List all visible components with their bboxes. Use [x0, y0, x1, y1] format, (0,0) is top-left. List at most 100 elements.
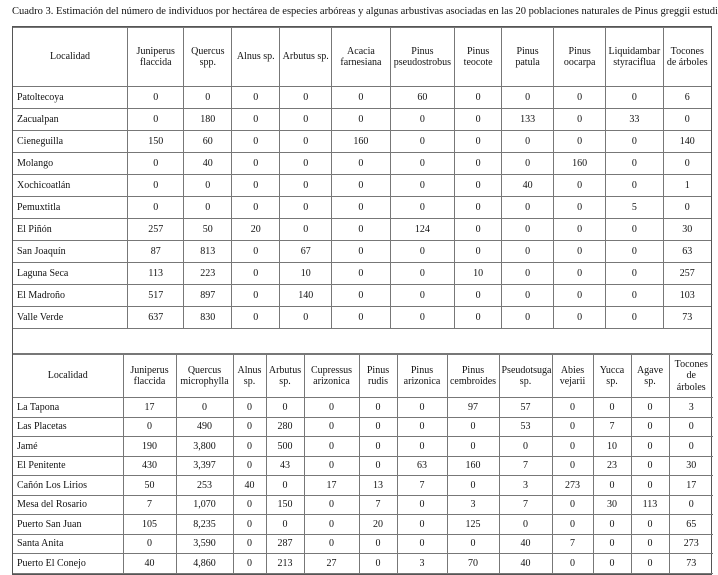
locality-cell: El Penitente	[13, 455, 124, 476]
value-cell: 1,070	[175, 494, 234, 515]
column-header: Juniperus flaccida	[122, 354, 177, 398]
value-cell: 3,590	[175, 533, 234, 554]
value-cell: 0	[630, 455, 670, 476]
table-row: Zacualpan 0 180 0 0 0 0 0 133 0 33 0	[13, 108, 711, 131]
value-cell: 0	[501, 196, 555, 219]
value-cell: 0	[122, 533, 177, 554]
locality-cell: Valle Verde	[13, 306, 129, 329]
value-cell: 0	[498, 436, 553, 457]
value-cell: 23	[592, 455, 632, 476]
table-row: Las Placetas 0 490 0 280 0 0 0 0 53 0 7 0 0	[13, 416, 713, 437]
value-cell: 0	[662, 108, 711, 131]
value-cell: 160	[446, 455, 500, 476]
table-row: Molango 0 40 0 0 0 0 0 0 160 0 0	[13, 152, 711, 175]
locality-cell: Puerto El Conejo	[13, 553, 124, 574]
value-cell: 7	[396, 475, 448, 496]
value-cell: 17	[122, 397, 177, 418]
value-cell: 0	[389, 108, 456, 131]
value-cell: 63	[396, 455, 448, 476]
value-cell: 0	[183, 86, 233, 109]
value-cell: 87	[127, 240, 185, 263]
value-cell: 40	[498, 533, 553, 554]
value-cell: 105	[122, 514, 177, 535]
value-cell: 6	[662, 86, 711, 109]
value-cell: 3,397	[175, 455, 234, 476]
value-cell: 17	[668, 475, 713, 496]
value-cell: 43	[265, 455, 305, 476]
value-cell: 113	[127, 262, 185, 285]
value-cell: 0	[605, 284, 664, 307]
table-row: Santa Anita 0 3,590 0 287 0 0 0 0 40 7 0 0 273	[13, 533, 713, 554]
value-cell: 0	[279, 306, 333, 329]
value-cell: 257	[662, 262, 711, 285]
value-cell: 0	[454, 284, 503, 307]
value-cell: 7	[592, 416, 632, 437]
table-row: El Penitente 430 3,397 0 43 0 0 63 160 7 0 23 0 30	[13, 455, 713, 476]
value-cell: 0	[127, 152, 185, 175]
value-cell: 5	[605, 196, 664, 219]
value-cell: 0	[265, 475, 305, 496]
table-row: Cieneguilla 150 60 0 0 160 0 0 0 0 0 140	[13, 130, 711, 153]
value-cell: 0	[446, 436, 500, 457]
value-cell: 0	[662, 152, 711, 175]
value-cell: 0	[232, 455, 267, 476]
column-header: Localidad	[13, 27, 129, 87]
table-caption: Cuadro 3. Estimación del número de indiv…	[12, 6, 718, 17]
column-header: Arbutus sp.	[265, 354, 305, 398]
value-cell: 190	[122, 436, 177, 457]
value-cell: 0	[553, 86, 607, 109]
value-cell: 490	[175, 416, 234, 437]
value-cell: 0	[232, 533, 267, 554]
value-cell: 0	[605, 130, 664, 153]
value-cell: 0	[553, 240, 607, 263]
value-cell: 0	[279, 152, 333, 175]
value-cell: 7	[498, 455, 553, 476]
table-row: Mesa del Rosario 7 1,070 0 150 0 7 0 3 7 0 30 113 0	[13, 494, 713, 515]
locality-cell: San Joaquín	[13, 240, 129, 263]
value-cell: 0	[501, 262, 555, 285]
value-cell: 53	[498, 416, 553, 437]
locality-cell: Patoltecoya	[13, 86, 129, 109]
value-cell: 0	[231, 284, 281, 307]
value-cell: 57	[498, 397, 553, 418]
value-cell: 140	[279, 284, 333, 307]
locality-cell: Xochicoatlán	[13, 174, 129, 197]
column-header: Pinus oocarpa	[553, 27, 607, 87]
value-cell: 0	[630, 553, 670, 574]
value-cell: 73	[662, 306, 711, 329]
value-cell: 0	[605, 218, 664, 241]
value-cell: 0	[501, 284, 555, 307]
column-header: Pinus patula	[501, 27, 555, 87]
locality-cell: Molango	[13, 152, 129, 175]
value-cell: 0	[553, 262, 607, 285]
value-cell: 40	[122, 553, 177, 574]
value-cell: 50	[122, 475, 177, 496]
value-cell: 40	[501, 174, 555, 197]
value-cell: 0	[389, 262, 456, 285]
value-cell: 0	[279, 130, 333, 153]
value-cell: 0	[630, 397, 670, 418]
column-header: Localidad	[13, 354, 124, 398]
value-cell: 4,860	[175, 553, 234, 574]
column-header: Pinus cembroides	[446, 354, 500, 398]
value-cell: 0	[454, 196, 503, 219]
value-cell: 0	[553, 130, 607, 153]
value-cell: 0	[231, 108, 281, 131]
value-cell: 0	[501, 240, 555, 263]
table-row: El Piñón 257 50 20 0 0 124 0 0 0 0 30	[13, 218, 711, 241]
column-header: Liquidambar styraciflua	[605, 27, 664, 87]
value-cell: 0	[389, 240, 456, 263]
value-cell: 0	[553, 306, 607, 329]
value-cell: 0	[551, 553, 594, 574]
value-cell: 897	[183, 284, 233, 307]
value-cell: 60	[183, 130, 233, 153]
value-cell: 3	[396, 553, 448, 574]
value-cell: 0	[501, 152, 555, 175]
column-header: Tocones de árboles	[668, 354, 713, 398]
value-cell: 60	[389, 86, 456, 109]
value-cell: 0	[454, 218, 503, 241]
value-cell: 10	[592, 436, 632, 457]
column-header: Agave sp.	[630, 354, 670, 398]
value-cell: 0	[396, 416, 448, 437]
value-cell: 0	[122, 416, 177, 437]
